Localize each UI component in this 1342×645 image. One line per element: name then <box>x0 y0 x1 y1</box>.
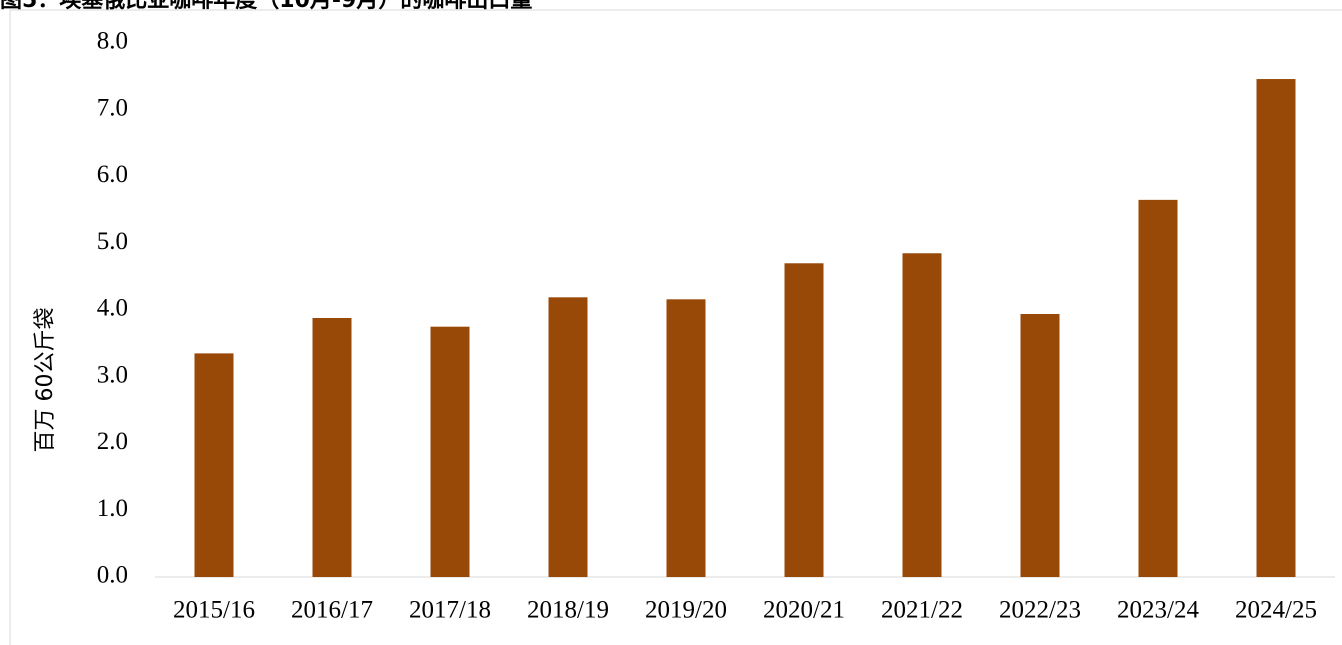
bar <box>784 263 824 577</box>
x-tick-label: 2022/23 <box>999 597 1081 624</box>
y-tick-label: 3.0 <box>97 361 128 388</box>
bar <box>430 326 470 577</box>
y-tick-label: 8.0 <box>97 28 128 55</box>
x-tick-label: 2019/20 <box>645 597 727 624</box>
y-tick-label: 5.0 <box>97 228 128 255</box>
x-tick-label: 2018/19 <box>527 597 609 624</box>
bar <box>548 297 588 577</box>
x-tick-label: 2024/25 <box>1235 597 1317 624</box>
x-tick-label: 2015/16 <box>173 597 255 624</box>
y-tick-label: 6.0 <box>97 161 128 188</box>
bar <box>666 299 706 577</box>
x-tick-label: 2017/18 <box>409 597 491 624</box>
y-tick-label: 7.0 <box>97 94 128 121</box>
bar <box>1138 199 1178 578</box>
x-tick-label: 2020/21 <box>763 597 845 624</box>
y-tick-label: 2.0 <box>97 428 128 455</box>
x-tick-label: 2016/17 <box>291 597 373 624</box>
bar <box>312 318 352 577</box>
chart-title: 图5：埃塞俄比亚咖啡年度（10月-9月）的咖啡出口量 <box>0 0 532 13</box>
y-tick-label: 4.0 <box>97 295 128 322</box>
bar <box>902 253 942 577</box>
y-tick-label: 1.0 <box>97 495 128 522</box>
x-tick-label: 2023/24 <box>1117 597 1199 624</box>
x-tick-label: 2021/22 <box>881 597 963 624</box>
chart-border <box>9 9 1342 645</box>
y-tick-label: 0.0 <box>97 562 128 589</box>
bar <box>194 353 234 577</box>
bar <box>1256 79 1296 578</box>
y-axis-label: 百万 60公斤袋 <box>33 308 58 453</box>
bar <box>1020 314 1060 577</box>
